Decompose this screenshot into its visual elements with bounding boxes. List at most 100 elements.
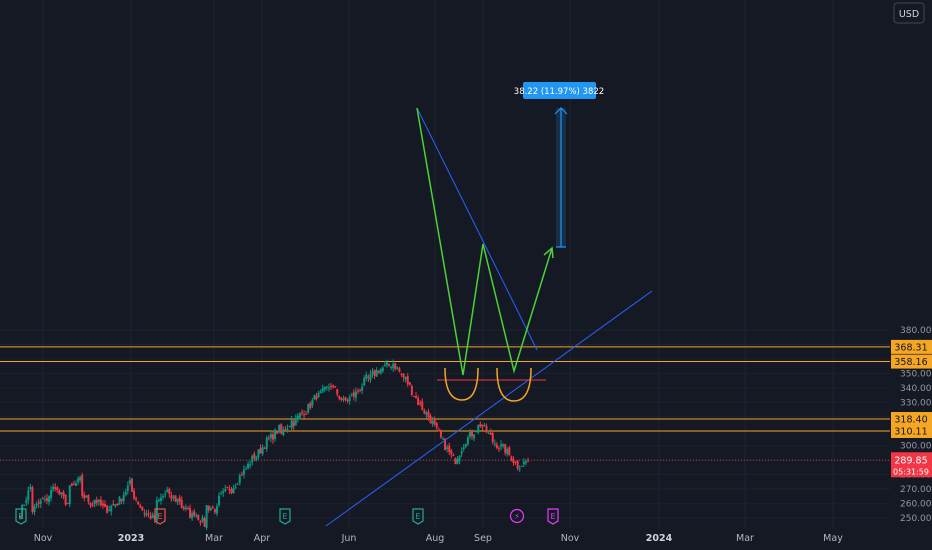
candle [72,480,75,486]
candle [493,439,496,447]
candle [37,498,40,509]
candle-body [209,508,212,511]
x-tick-label: 2024 [646,533,673,544]
candle [481,424,484,431]
candle [52,483,55,492]
candle [259,444,262,454]
candle-body [466,437,469,444]
candle-body [226,486,229,489]
horizontal-levels[interactable] [0,346,890,461]
candle [126,481,129,495]
candle-body [126,485,129,492]
candle [124,488,127,497]
candle-body [253,453,256,459]
candle-body [97,499,100,502]
candle-body [247,463,250,469]
pattern-drawings[interactable] [325,107,653,527]
candle [377,370,380,374]
event-marker-earnings[interactable]: E [15,508,27,525]
double-bottom-pattern[interactable] [416,107,553,376]
candle-body [417,397,420,405]
candle [218,492,221,508]
candle [338,395,341,401]
candle-body [170,495,173,499]
candle-body [222,491,225,493]
candle [263,446,266,449]
time-axis[interactable]: Nov 2023 Mar Apr Jun Aug Sep Nov 2024 Mar May [34,533,843,544]
candle-body [369,373,372,381]
candle-body [64,494,67,505]
candle [70,482,73,487]
candle [224,484,227,493]
candle [186,505,189,510]
candle [68,485,71,508]
candle [386,359,389,368]
candle [137,501,140,505]
event-marker-split[interactable]: ⚡ [509,508,525,524]
event-marker-earnings-upcoming[interactable]: E [547,508,559,525]
candle-body [367,376,370,378]
candle-body [373,369,376,376]
currency-button[interactable]: USD [893,2,925,24]
candle [164,490,167,498]
candle-body [133,490,136,499]
candle-body [164,493,167,495]
candle-body [348,396,351,402]
measure-label[interactable]: 38.22 (11.97%) 3822 [514,82,604,99]
ascending-trendline[interactable] [325,290,653,527]
descending-trendline[interactable] [416,107,538,351]
candle-body [21,504,24,519]
measure-label-text: 38.22 (11.97%) 3822 [514,87,604,97]
candle-body [95,500,98,504]
current-price-tag [891,452,932,478]
candle-body [174,495,177,502]
candle-body [85,495,88,498]
event-markers[interactable]: E E E E ⚡ E [15,508,559,525]
candle-body [70,483,73,486]
candle-body [471,431,474,437]
candle-body [159,497,162,501]
x-tick-label: Aug [426,533,445,544]
candle-body [396,367,399,369]
candle-body [508,447,511,456]
candle-body [300,412,303,414]
candle-body [485,426,488,433]
candle [245,466,248,470]
earnings-icon [547,508,559,525]
candle [45,494,48,505]
candle-body [89,503,92,506]
candle-body [149,516,152,519]
candle [398,366,401,373]
candle [201,514,204,524]
bottom-curve-right[interactable] [496,367,532,402]
candle-body [114,504,117,507]
candle [178,494,181,506]
candle [396,366,399,371]
candle-body [398,368,401,372]
candle [294,414,297,426]
candle-body [431,421,434,424]
candle-body [439,431,442,438]
candle-body [342,398,345,400]
candle [446,444,449,453]
candle-body [147,513,150,515]
candle-body [236,483,239,485]
event-label: ⚡ [514,512,520,521]
event-marker-earnings-down[interactable]: E [154,508,166,525]
countdown-timer: 05:31:59 [893,467,929,476]
bottom-curve-left[interactable] [444,367,479,401]
candle [247,461,250,470]
candle [350,392,353,397]
candle-body [346,400,349,402]
candle [383,361,386,367]
candle [79,475,82,484]
event-marker-earnings[interactable]: E [279,508,291,525]
candle-body [33,506,36,513]
candle-body [87,495,90,502]
candle [473,434,476,442]
candle-body [218,495,221,506]
candle-body [520,465,523,467]
candle-body [238,475,241,483]
event-marker-earnings[interactable]: E [412,508,424,525]
